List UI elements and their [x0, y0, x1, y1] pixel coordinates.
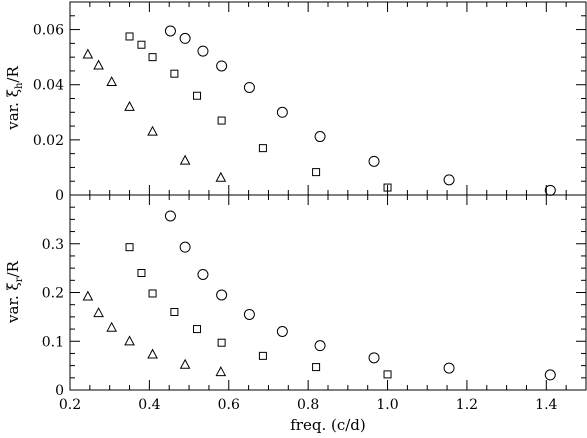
square-point	[383, 183, 392, 192]
bottom-panel: 0 0.1 0.2 0.3 0.2 0.4 0.6 0.8 1.0 1.2 1.4 var. ξr/…	[4, 194, 587, 434]
square-point	[125, 243, 134, 252]
top-panel-frame	[69, 1, 587, 196]
square-point	[312, 363, 321, 372]
triangle-point	[179, 358, 191, 369]
triangle-point	[124, 100, 135, 111]
y-tick-label: 0.06	[33, 23, 64, 39]
top-panel-tick-labels: 0 0.02 0.04 0.06	[33, 23, 64, 204]
square-point	[148, 289, 157, 298]
y-tick-label: 0	[55, 383, 64, 399]
y-tick-label: 0.04	[33, 78, 64, 94]
triangle-point	[106, 76, 118, 87]
circle-point	[179, 241, 191, 253]
triangle-point	[93, 59, 104, 70]
triangle-point	[147, 348, 158, 359]
square-point	[137, 269, 146, 277]
triangle-point	[179, 154, 191, 165]
triangle-point	[215, 366, 227, 377]
x-tick-label: 0.8	[297, 397, 319, 413]
circle-point	[368, 352, 380, 364]
square-point	[170, 69, 179, 78]
bottom-y-axis-label: var. ξr/R	[4, 260, 25, 324]
circle-point	[197, 45, 209, 57]
circle-point	[243, 81, 255, 93]
x-tick-label: 0.6	[218, 397, 240, 413]
triangle-point	[93, 307, 104, 318]
circle-point	[216, 289, 228, 301]
circle-point	[314, 340, 326, 352]
x-tick-label: 0.4	[138, 397, 160, 413]
circle-point	[314, 131, 326, 143]
bottom-panel-points	[82, 210, 556, 381]
top-y-axis-label: var. ξh/R	[4, 66, 25, 131]
bottom-y-axis-label-tail: /R	[4, 260, 22, 277]
top-y-axis-label-sub: h	[14, 82, 25, 89]
x-tick-label: 1.4	[535, 397, 557, 413]
top-panel-ticks	[69, 1, 587, 196]
bottom-panel-frame	[69, 194, 587, 391]
circle-point	[443, 362, 455, 374]
circle-point	[179, 32, 191, 44]
bottom-panel-tick-labels: 0 0.1 0.2 0.3 0.2 0.4 0.6 0.8 1.0 1.2 1.4	[42, 237, 558, 413]
triangle-point	[215, 171, 227, 182]
circle-point	[368, 155, 380, 167]
square-point	[125, 32, 134, 41]
circle-point	[197, 268, 209, 280]
circle-point	[276, 326, 288, 337]
square-point	[193, 91, 202, 100]
top-panel-points	[82, 25, 556, 196]
y-tick-label: 0.3	[42, 237, 64, 253]
x-axis-label: freq. (c/d)	[290, 416, 366, 434]
y-tick-label: 0.02	[33, 133, 64, 149]
square-point	[217, 338, 226, 347]
top-y-axis-label-main: var. ξ	[4, 89, 22, 131]
bottom-y-axis-label-main: var. ξ	[4, 282, 22, 324]
circle-point	[164, 25, 176, 37]
triangle-point	[147, 125, 158, 136]
bottom-y-axis-label-sub: r	[14, 277, 25, 282]
square-point	[312, 168, 321, 177]
top-y-axis-label-tail: /R	[4, 66, 22, 83]
square-point	[170, 308, 179, 316]
triangle-point	[106, 321, 118, 332]
top-panel: 0 0.02 0.04 0.06 var. ξh/R	[4, 1, 587, 204]
square-point	[217, 116, 226, 125]
y-tick-label: 0.1	[42, 334, 64, 350]
square-point	[137, 40, 146, 49]
square-point	[383, 370, 392, 379]
circle-point	[544, 369, 556, 381]
circle-point	[443, 174, 455, 186]
triangle-point	[124, 335, 135, 346]
square-point	[193, 325, 202, 334]
triangle-point	[82, 48, 94, 59]
x-tick-label: 1.2	[456, 397, 478, 413]
square-point	[258, 144, 267, 153]
x-tick-label: 0.2	[59, 397, 81, 413]
circle-point	[164, 210, 176, 222]
bottom-panel-ticks	[69, 194, 587, 391]
circle-point	[276, 106, 288, 118]
y-tick-label: 0	[55, 188, 64, 204]
square-point	[148, 53, 157, 62]
y-tick-label: 0.2	[42, 286, 64, 302]
triangle-point	[82, 290, 94, 301]
circle-point	[243, 308, 255, 320]
circle-point	[216, 60, 228, 72]
square-point	[258, 351, 267, 360]
x-tick-label: 1.0	[376, 397, 398, 413]
